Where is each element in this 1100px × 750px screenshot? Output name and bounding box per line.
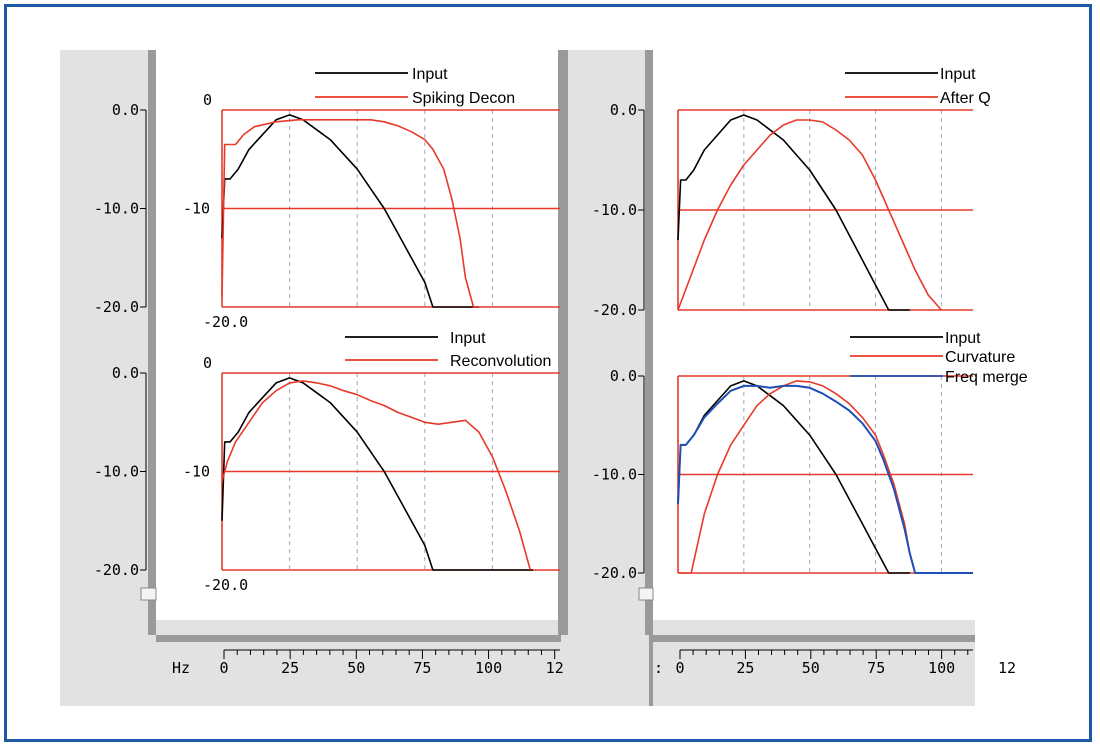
series-freq-merge [677,384,973,574]
inner-label-mid: -10 [183,200,210,218]
scale-tick-label: -20.0 [94,561,139,579]
chart-3: 0.0 -10.0 -20.0 0 -10 -20.0 Input Reconvolution [94,330,560,594]
left-scroll-thumb [140,587,157,601]
inner-label-bottom: -20.0 [203,576,248,594]
legend-label: After Q [940,90,991,107]
right-scrollbar-track [645,50,653,706]
right-corner [561,635,649,706]
freq-tick-label: 75 [867,659,885,677]
legend-label: Freq merge [945,369,1028,386]
left-hbar-top [156,620,561,635]
left-scrollbar-track [148,50,156,706]
legend-label: Spiking Decon [412,90,515,107]
scale-tick-label: -10.0 [592,201,637,219]
legend-label: Input [450,330,486,347]
series-input [221,114,479,308]
freq-tick-label: 0 [219,659,228,677]
right-axis-strip [653,642,975,706]
freq-tick-label: 100 [475,659,502,677]
series-input [221,377,533,571]
scale-tick-label: -10.0 [94,200,139,218]
inner-label-top: 0 [203,91,212,109]
freq-tick-label: 25 [736,659,754,677]
axis-prefix: : [654,659,663,677]
inner-label-mid: -10 [183,463,210,481]
frequency-axis: 0 25 50 75 100 12 Hz 0 25 50 75 100 12: [172,649,1016,677]
series-input [677,114,910,311]
series-after-q [677,119,943,311]
scale-tick-label: 0.0 [610,101,637,119]
series-curvature [678,380,916,574]
scale-tick-label: -10.0 [592,466,637,484]
scale-tick-label: 0.0 [112,364,139,382]
inner-label-top: 0 [203,354,212,372]
freq-tick-label: 12 [546,659,564,677]
chart-4: 0.0 -10.0 -20.0 Input Curvature Freq merge [592,330,1028,582]
freq-tick-label: 0 [675,659,684,677]
panel-background [60,50,975,706]
freq-tick-label: 50 [802,659,820,677]
spectra-figure: 0.0 -10.0 -20.0 0 -10 -20.0 Input Spiking Decon… [60,50,1028,706]
left-hbar-edge [156,635,561,642]
chart-1: 0.0 -10.0 -20.0 0 -10 -20.0 Input Spiking Decon [94,66,560,331]
right-scale-column [561,50,649,635]
scale-tick-label: 0.0 [112,101,139,119]
freq-axis: 0 25 50 75 100 12: [654,649,1016,677]
figure-frame: 0.0 -10.0 -20.0 0 -10 -20.0 Input Spiking Decon… [4,4,1092,742]
right-scroll-thumb [638,587,654,601]
right-hbar-top [653,620,975,635]
scale-tick-label: -10.0 [94,463,139,481]
series-reconvolution [221,380,532,571]
legend-label: Input [945,330,981,347]
legend-label: Input [940,66,976,83]
freq-tick-label: 50 [347,659,365,677]
scale-tick-label: -20.0 [592,301,637,319]
scale-tick-label: -20.0 [94,298,139,316]
scale-tick-label: 0.0 [610,367,637,385]
legend-label: Curvature [945,349,1015,366]
series-spiking-decon [221,119,479,308]
center-divider [558,50,568,706]
legend-label: Input [412,66,448,83]
freq-tick-label: 75 [413,659,431,677]
freq-tick-label: 100 [928,659,955,677]
left-corner [60,635,156,706]
right-hbar-edge [653,635,975,642]
hz-label: Hz [172,659,190,677]
chart-2: 0.0 -10.0 -20.0 Input After Q [592,66,991,319]
scale-tick-label: -20.0 [592,564,637,582]
inner-label-bottom: -20.0 [203,313,248,331]
legend-label: Reconvolution [450,353,551,370]
charts: 0.0 -10.0 -20.0 0 -10 -20.0 Input Spiking Decon… [94,66,1028,594]
freq-axis: 0 25 50 75 100 12 Hz [172,649,564,677]
left-scale-column [60,50,148,635]
freq-tick-label: 12 [998,659,1016,677]
freq-tick-label: 25 [281,659,299,677]
